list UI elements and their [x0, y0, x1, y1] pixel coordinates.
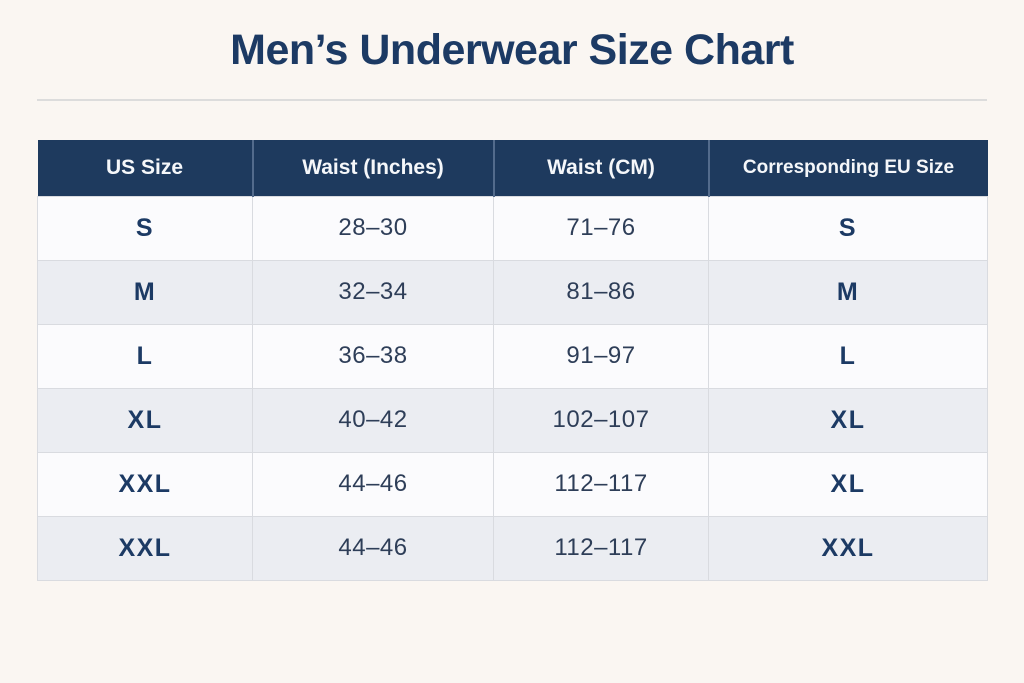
- eu-size-cell: M: [708, 259, 988, 325]
- us-size-cell: S: [37, 195, 253, 261]
- size-chart-table: US Size Waist (Inches) Waist (CM) Corres…: [37, 140, 988, 581]
- waist-cm-cell: 112–117: [493, 515, 709, 581]
- column-header-waist-cm: Waist (CM): [493, 140, 710, 196]
- us-size-cell: L: [37, 323, 253, 389]
- waist-cm-cell: 81–86: [493, 259, 709, 325]
- waist-inches-cell: 28–30: [252, 195, 494, 261]
- eu-size-cell: XXL: [708, 515, 988, 581]
- us-size-cell: XL: [37, 387, 253, 453]
- waist-inches-cell: 36–38: [252, 323, 494, 389]
- waist-inches-cell: 44–46: [252, 451, 494, 517]
- waist-cm-cell: 91–97: [493, 323, 709, 389]
- waist-cm-cell: 112–117: [493, 451, 709, 517]
- waist-inches-cell: 32–34: [252, 259, 494, 325]
- table-row: XXL 44–46 112–117 XXL: [37, 515, 988, 581]
- column-header-us-size: US Size: [37, 140, 254, 196]
- eu-size-cell: XL: [708, 451, 988, 517]
- waist-cm-cell: 102–107: [493, 387, 709, 453]
- table-row: XL 40–42 102–107 XL: [37, 387, 988, 453]
- column-header-waist-inches: Waist (Inches): [252, 140, 495, 196]
- table-row: M 32–34 81–86 M: [37, 259, 988, 325]
- us-size-cell: M: [37, 259, 253, 325]
- page-title: Men’s Underwear Size Chart: [230, 26, 794, 74]
- table-row: S 28–30 71–76 S: [37, 195, 988, 261]
- us-size-cell: XXL: [37, 451, 253, 517]
- eu-size-cell: L: [708, 323, 988, 389]
- title-divider: [37, 99, 987, 101]
- size-chart-container: US Size Waist (Inches) Waist (CM) Corres…: [37, 140, 988, 581]
- waist-inches-cell: 44–46: [252, 515, 494, 581]
- eu-size-cell: S: [708, 195, 988, 261]
- waist-inches-cell: 40–42: [252, 387, 494, 453]
- table-header-row: US Size Waist (Inches) Waist (CM) Corres…: [37, 140, 988, 196]
- us-size-cell: XXL: [37, 515, 253, 581]
- table-row: L 36–38 91–97 L: [37, 323, 988, 389]
- eu-size-cell: XL: [708, 387, 988, 453]
- waist-cm-cell: 71–76: [493, 195, 709, 261]
- column-header-eu-size: Corresponding EU Size: [708, 140, 988, 196]
- table-row: XXL 44–46 112–117 XL: [37, 451, 988, 517]
